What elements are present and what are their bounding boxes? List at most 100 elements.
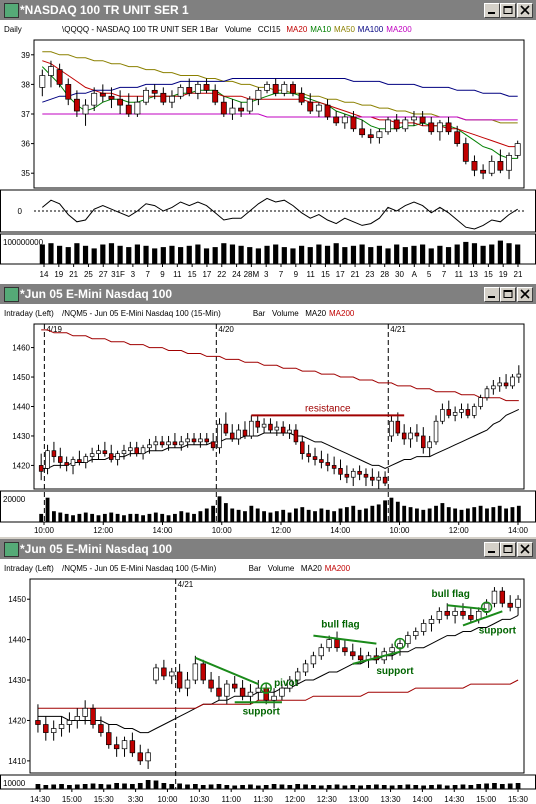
ma-line-ma20 xyxy=(37,614,519,734)
volume-bar xyxy=(421,509,426,522)
candle-down xyxy=(319,459,324,463)
y-tick-label: 39 xyxy=(21,51,30,60)
flag-line xyxy=(462,610,503,627)
candle-down xyxy=(300,441,305,454)
maximize-button[interactable] xyxy=(500,287,516,302)
legend-item: Volume xyxy=(272,309,299,318)
volume-bar xyxy=(137,783,143,789)
window-titlebar[interactable]: *Jun 05 E-Mini Nasdaq 100 xyxy=(0,539,536,559)
volume-bar xyxy=(192,784,198,789)
candle-down xyxy=(344,473,350,478)
intraday-5min-chart-svg[interactable]: Intraday (Left) /NQM5 - Jun 05 E-Mini Nas… xyxy=(0,559,536,804)
volume-bar xyxy=(271,784,277,789)
volume-bar xyxy=(383,500,387,522)
volume-bar xyxy=(294,508,298,522)
window-titlebar[interactable]: *NASDAQ 100 TR UNIT SER 1 xyxy=(0,0,536,20)
volume-bar xyxy=(82,784,88,789)
date-label: 4/21 xyxy=(178,580,194,589)
candle-down xyxy=(117,98,124,106)
support-label: support xyxy=(376,666,414,677)
chart-symbol-label: \QQQQ - NASDAQ 100 TR UNIT SER 1 xyxy=(62,25,205,34)
volume-bar xyxy=(82,245,89,264)
volume-bar xyxy=(325,509,330,522)
candle-down xyxy=(359,128,366,136)
x-tick-label: 17 xyxy=(336,270,345,279)
candle-down xyxy=(268,423,273,431)
candle-up xyxy=(433,420,439,443)
candle-down xyxy=(65,84,72,100)
candle-down xyxy=(454,131,461,144)
volume-bar xyxy=(300,507,305,522)
candle-down xyxy=(231,683,238,689)
close-button[interactable] xyxy=(517,3,533,18)
volume-bar xyxy=(507,783,513,789)
volume-bar xyxy=(96,515,101,522)
volume-bar xyxy=(445,247,452,264)
candle-up xyxy=(516,373,522,378)
window-titlebar[interactable]: *Jun 05 E-Mini Nasdaq 100 xyxy=(0,284,536,304)
candle-up xyxy=(224,683,230,697)
close-button[interactable] xyxy=(517,287,533,302)
candle-up xyxy=(166,441,171,446)
candle-up xyxy=(121,450,127,454)
chart-period-label: Intraday (Left) xyxy=(4,309,54,318)
candle-down xyxy=(503,382,509,387)
candle-up xyxy=(471,406,477,416)
candle-up xyxy=(147,444,152,449)
maximize-button[interactable] xyxy=(500,542,516,557)
minimize-button[interactable] xyxy=(484,3,500,18)
y-tick-label: 1440 xyxy=(12,403,30,412)
volume-bar xyxy=(90,513,95,522)
volume-bar xyxy=(249,505,254,522)
window-icon xyxy=(4,542,19,557)
candle-down xyxy=(58,456,63,463)
candle-down xyxy=(38,465,44,472)
y-tick-label: 1430 xyxy=(8,676,26,685)
y-tick-label: 1420 xyxy=(8,716,26,725)
candle-down xyxy=(480,169,487,174)
candle-down xyxy=(160,92,167,103)
volume-bar xyxy=(279,784,285,789)
volume-bar xyxy=(436,784,442,789)
minimize-button[interactable] xyxy=(484,542,500,557)
volume-bar xyxy=(39,244,45,264)
maximize-button[interactable] xyxy=(500,3,516,18)
volume-bar xyxy=(98,784,104,789)
x-tick-label: 15 xyxy=(484,270,493,279)
y-tick-label: 1430 xyxy=(12,432,30,441)
volume-bar xyxy=(459,509,464,522)
volume-bar xyxy=(350,245,357,264)
volume-bar xyxy=(91,248,97,264)
volume-scale-label: 20000 xyxy=(3,495,26,504)
volume-bar xyxy=(427,508,432,522)
intraday-15min-chart-svg[interactable]: Intraday (Left) /NQM5 - Jun 05 E-Mini Nas… xyxy=(0,304,536,537)
minimize-button[interactable] xyxy=(484,287,500,302)
candle-up xyxy=(436,610,443,620)
volume-bar xyxy=(364,508,368,522)
candle-down xyxy=(363,473,369,478)
candle-up xyxy=(198,438,203,443)
x-tick-label: 15:30 xyxy=(94,795,115,804)
intraday-5min-window: *Jun 05 E-Mini Nasdaq 100 Intraday (Left… xyxy=(0,539,536,804)
candle-down xyxy=(350,116,357,130)
volume-bar xyxy=(342,785,348,789)
legend-item: Bar xyxy=(249,564,262,573)
support-label: support xyxy=(479,626,517,637)
volume-bar xyxy=(460,784,466,789)
candle-down xyxy=(382,476,388,484)
close-button[interactable] xyxy=(517,542,533,557)
candle-down xyxy=(401,432,407,440)
x-tick-label: 9 xyxy=(160,270,165,279)
candle-up xyxy=(397,643,403,649)
x-tick-label: 11 xyxy=(306,270,315,279)
candle-down xyxy=(102,450,108,454)
volume-bar xyxy=(408,507,413,522)
x-tick-label: 28M xyxy=(244,270,260,279)
ma-line-ma100 xyxy=(42,78,518,103)
x-tick-label: 10:00 xyxy=(389,526,410,535)
candle-up xyxy=(281,84,288,94)
daily-chart-svg[interactable]: Daily \QQQQ - NASDAQ 100 TR UNIT SER 1 Bar… xyxy=(0,20,536,284)
ma-line-ma200 xyxy=(42,113,518,121)
chart-symbol-label: /NQM5 - Jun 05 E-Mini Nasdaq 100 (5-Min) xyxy=(62,564,217,573)
candle-up xyxy=(428,619,435,624)
